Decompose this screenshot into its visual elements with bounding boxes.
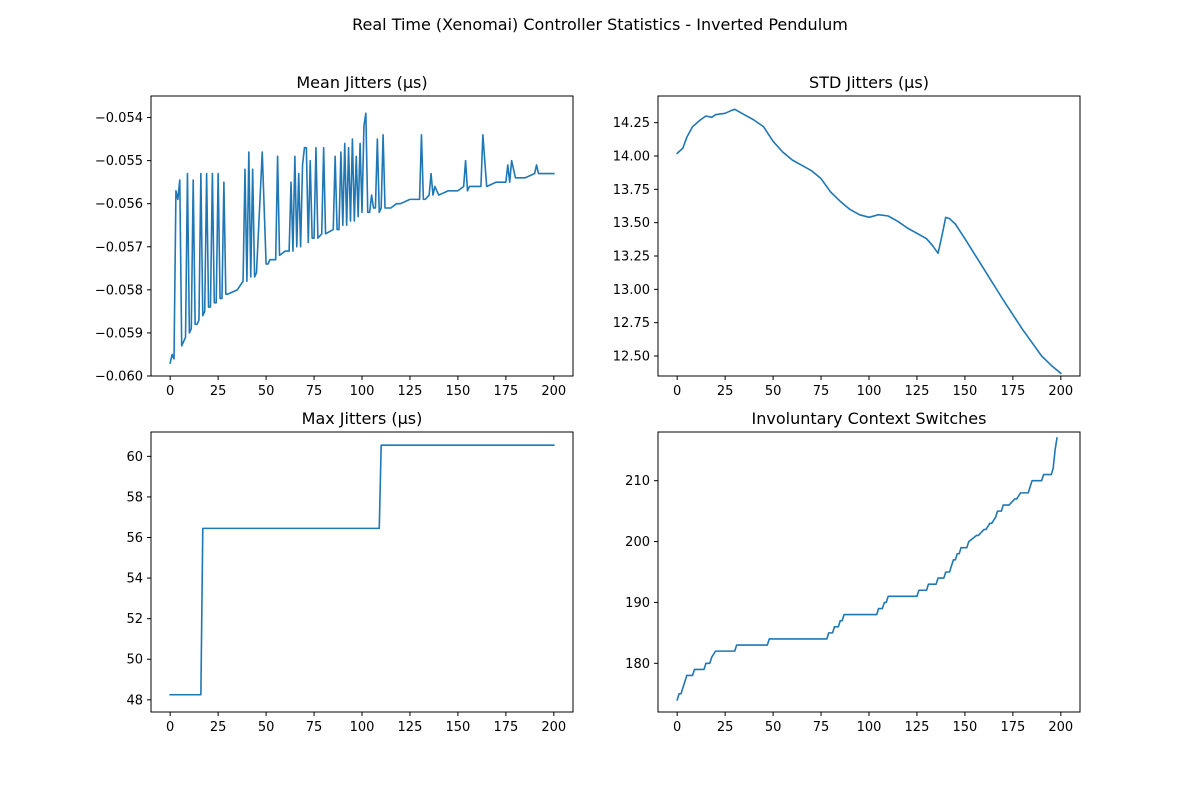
y-tick-label: 200 xyxy=(625,535,650,550)
x-tick-label: 50 xyxy=(765,720,782,735)
max-jitters-chart: Max Jitters (μs) 0 25 50 75 100 125 150 175 200 48… xyxy=(126,409,574,735)
max-jitters-series-line xyxy=(169,444,555,696)
x-tick-label: 200 xyxy=(1048,384,1073,399)
x-tick-label: 25 xyxy=(210,384,227,399)
x-tick-label: 25 xyxy=(210,720,227,735)
y-tick-label: 13.50 xyxy=(613,216,650,231)
mean-jitters-axes-frame xyxy=(150,95,574,377)
x-tick-label: 50 xyxy=(765,384,782,399)
y-tick-label: 190 xyxy=(625,596,650,611)
y-tick-label: 210 xyxy=(625,474,650,489)
y-tick-label: 12.75 xyxy=(613,316,650,331)
y-tick-label: 50 xyxy=(126,653,143,668)
context-switches-title: Involuntary Context Switches xyxy=(752,409,987,428)
x-tick-label: 200 xyxy=(541,720,566,735)
x-tick-label: 75 xyxy=(813,720,830,735)
y-tick-label: −0.059 xyxy=(95,326,143,341)
y-tick-label: 56 xyxy=(126,531,143,546)
context-switches-series-line xyxy=(676,437,1058,701)
max-jitters-axes-frame xyxy=(150,431,574,713)
y-tick-label: −0.058 xyxy=(95,283,143,298)
y-tick-label: 58 xyxy=(126,490,143,505)
mean-jitters-title: Mean Jitters (μs) xyxy=(296,73,427,92)
y-tick-label: 13.75 xyxy=(613,183,650,198)
x-tick-label: 150 xyxy=(445,720,470,735)
x-tick-label: 100 xyxy=(350,384,375,399)
std-jitters-series-line xyxy=(676,108,1062,375)
y-tick-label: 180 xyxy=(625,657,650,672)
std-jitters-title: STD Jitters (μs) xyxy=(809,73,929,92)
std-jitters-chart: STD Jitters (μs) 0 25 50 75 100 125 150 175 200 12… xyxy=(613,73,1081,399)
x-tick-label: 175 xyxy=(493,384,518,399)
x-tick-label: 150 xyxy=(445,384,470,399)
y-tick-label: −0.057 xyxy=(95,240,143,255)
x-tick-label: 50 xyxy=(258,384,275,399)
subplots: Mean Jitters (μs) 0 25 50 75 100 125 150 175 200 −… xyxy=(95,73,1081,735)
y-tick-label: 13.00 xyxy=(613,283,650,298)
x-tick-label: 0 xyxy=(166,384,174,399)
x-tick-label: 150 xyxy=(952,720,977,735)
y-tick-label: 12.50 xyxy=(613,350,650,365)
figure-title: Real Time (Xenomai) Controller Statistic… xyxy=(352,15,848,34)
x-tick-label: 75 xyxy=(306,720,323,735)
x-tick-label: 175 xyxy=(1000,384,1025,399)
x-tick-label: 100 xyxy=(857,720,882,735)
x-tick-label: 200 xyxy=(541,384,566,399)
x-tick-label: 175 xyxy=(493,720,518,735)
y-tick-label: 52 xyxy=(126,612,143,627)
x-tick-label: 125 xyxy=(905,720,930,735)
x-tick-label: 0 xyxy=(673,720,681,735)
x-tick-label: 100 xyxy=(350,720,375,735)
context-switches-chart: Involuntary Context Switches 0 25 50 75 100 12… xyxy=(625,409,1081,735)
x-tick-label: 175 xyxy=(1000,720,1025,735)
mean-jitters-chart: Mean Jitters (μs) 0 25 50 75 100 125 150 175 200 −… xyxy=(95,73,574,399)
y-tick-label: −0.056 xyxy=(95,197,143,212)
y-tick-label: 13.25 xyxy=(613,250,650,265)
x-tick-label: 75 xyxy=(813,384,830,399)
x-tick-label: 75 xyxy=(306,384,323,399)
std-jitters-axes-frame xyxy=(657,95,1081,377)
max-jitters-title: Max Jitters (μs) xyxy=(302,409,423,428)
context-switches-axes-frame xyxy=(657,431,1081,713)
x-tick-label: 0 xyxy=(673,384,681,399)
y-tick-label: −0.054 xyxy=(95,111,143,126)
x-tick-label: 25 xyxy=(717,720,734,735)
x-tick-label: 125 xyxy=(398,384,423,399)
y-tick-label: −0.055 xyxy=(95,154,143,169)
x-tick-label: 0 xyxy=(166,720,174,735)
y-tick-label: 48 xyxy=(126,693,143,708)
y-tick-label: 14.25 xyxy=(613,116,650,131)
x-tick-label: 125 xyxy=(905,384,930,399)
x-tick-label: 25 xyxy=(717,384,734,399)
y-tick-label: 14.00 xyxy=(613,150,650,165)
x-tick-label: 50 xyxy=(258,720,275,735)
x-tick-label: 200 xyxy=(1048,720,1073,735)
x-tick-label: 100 xyxy=(857,384,882,399)
x-tick-label: 125 xyxy=(398,720,423,735)
mean-jitters-series-line xyxy=(169,112,555,365)
y-tick-label: 60 xyxy=(126,450,143,465)
y-tick-label: −0.060 xyxy=(95,370,143,385)
x-tick-label: 150 xyxy=(952,384,977,399)
y-tick-label: 54 xyxy=(126,572,143,587)
